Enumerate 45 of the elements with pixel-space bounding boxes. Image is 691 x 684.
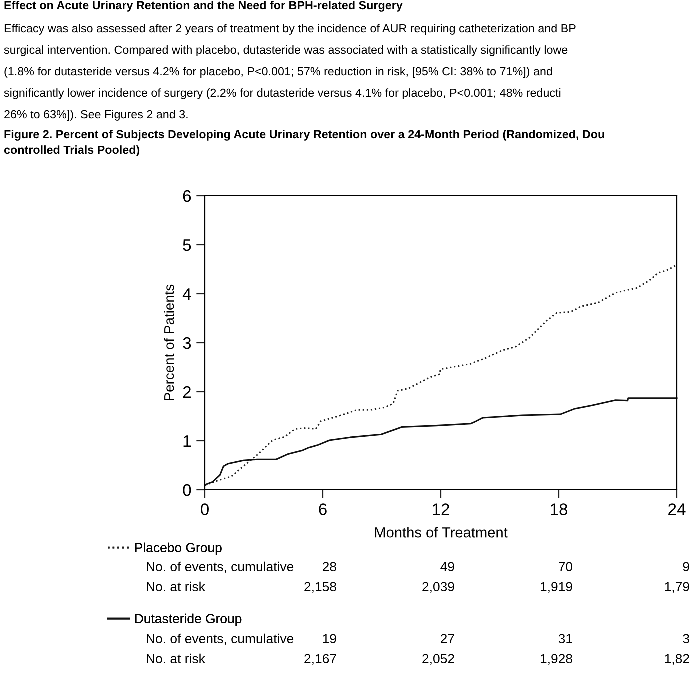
text: Effect on Acute Urinary Retention and the Need for BPH-related Surgery <box>4 1 403 12</box>
text: 49 <box>440 562 454 572</box>
legend-label: Placebo Group <box>135 542 222 556</box>
y-tick-label: 0 <box>183 484 192 496</box>
x-tick-label: 0 <box>201 504 209 516</box>
text: 19 <box>323 634 336 644</box>
y-tick-label: 6 <box>183 190 192 202</box>
text: 2,167 <box>304 654 336 666</box>
text: 70 <box>559 562 572 572</box>
chart-title: Figure 2. Percent of Subjects Developing Acute Urinary Retention over a 24-Month Period (Randomized, Dou controlled Trials Pooled) <box>4 130 604 156</box>
text: significantly lower incidence of surgery (2.2% for dutasteride versus 4.1% for placebo, P<0.001; 48% reducti <box>4 88 561 100</box>
legend-label: Dutasteride Group <box>135 614 242 626</box>
text: No. of events, cumulative <box>147 634 294 646</box>
y-axis-title: Percent of Patients <box>164 284 174 401</box>
text: Efficacy was also assessed after 2 years of treatment by the incidence of AUR requiring catheterization and BP <box>4 24 576 35</box>
text: 9 <box>683 562 690 572</box>
text: 1,919 <box>540 582 572 594</box>
line-series <box>204 398 678 486</box>
y-tick-label: 3 <box>183 337 192 350</box>
text: 2,052 <box>422 654 454 666</box>
y-tick-label: 5 <box>183 240 192 252</box>
text: 31 <box>558 634 572 644</box>
text: surgical intervention. Compared with placebo, dutasteride was associated with a statistically significantly lowe <box>4 46 568 56</box>
x-tick-label: 12 <box>433 504 450 516</box>
x-axis-title: Months of Treatment <box>375 527 508 538</box>
y-tick-label: 4 <box>182 288 192 300</box>
text: 1,928 <box>540 654 572 666</box>
text: 26% to 63%]). See Figures 2 and 3. <box>4 110 188 121</box>
x-tick-label: 18 <box>551 504 568 516</box>
text: No. of events, cumulative <box>147 562 294 574</box>
text: 1,82 <box>665 654 690 666</box>
text: 28 <box>322 562 336 572</box>
text: 3 <box>683 634 690 644</box>
text: 1,79 <box>665 582 690 594</box>
text: No. at risk <box>147 654 206 664</box>
x-tick-label: 6 <box>319 504 327 516</box>
y-tick-label: 2 <box>183 386 191 398</box>
text: 27 <box>440 634 454 644</box>
text: 2,039 <box>422 582 454 594</box>
x-tick-label: 24 <box>668 504 686 516</box>
line-series <box>204 264 678 486</box>
text: (1.8% for dutasteride versus 4.2% for placebo, P<0.001; 57% reduction in risk, [95% CI: 38% to 71%]) and <box>4 67 552 78</box>
text: No. at risk <box>147 582 206 592</box>
text: 2,158 <box>304 582 336 594</box>
y-tick-label: 1 <box>184 436 191 448</box>
